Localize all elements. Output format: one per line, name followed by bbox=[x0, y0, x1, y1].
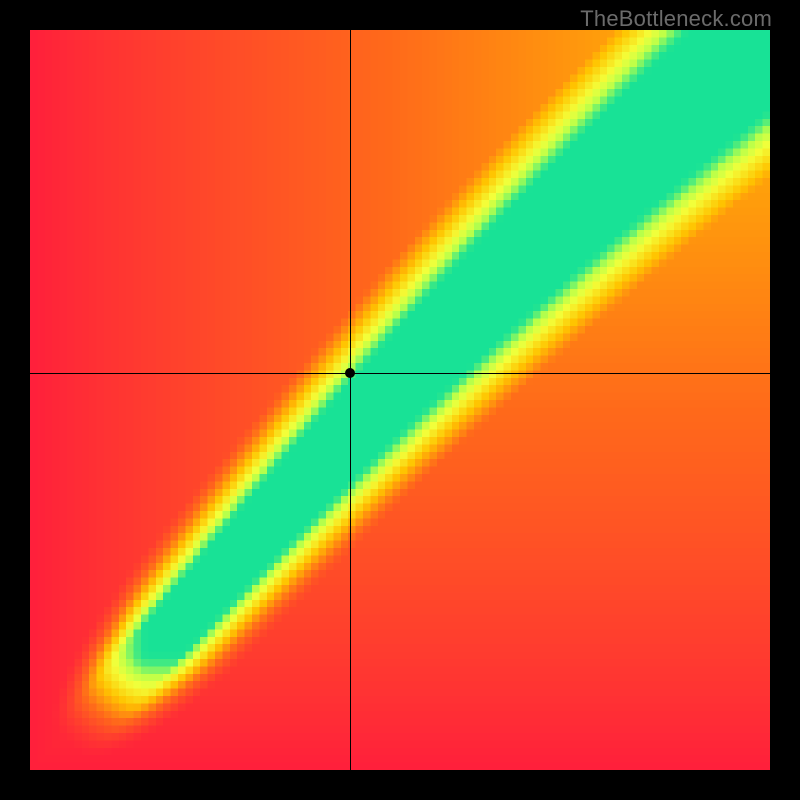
figure-frame: TheBottleneck.com bbox=[0, 0, 800, 800]
heatmap-plot-area bbox=[30, 30, 770, 770]
watermark-text: TheBottleneck.com bbox=[580, 6, 772, 32]
crosshair-horizontal-line bbox=[30, 373, 770, 374]
crosshair-vertical-line bbox=[350, 30, 351, 770]
crosshair-dot bbox=[345, 368, 355, 378]
heatmap-canvas bbox=[30, 30, 770, 770]
